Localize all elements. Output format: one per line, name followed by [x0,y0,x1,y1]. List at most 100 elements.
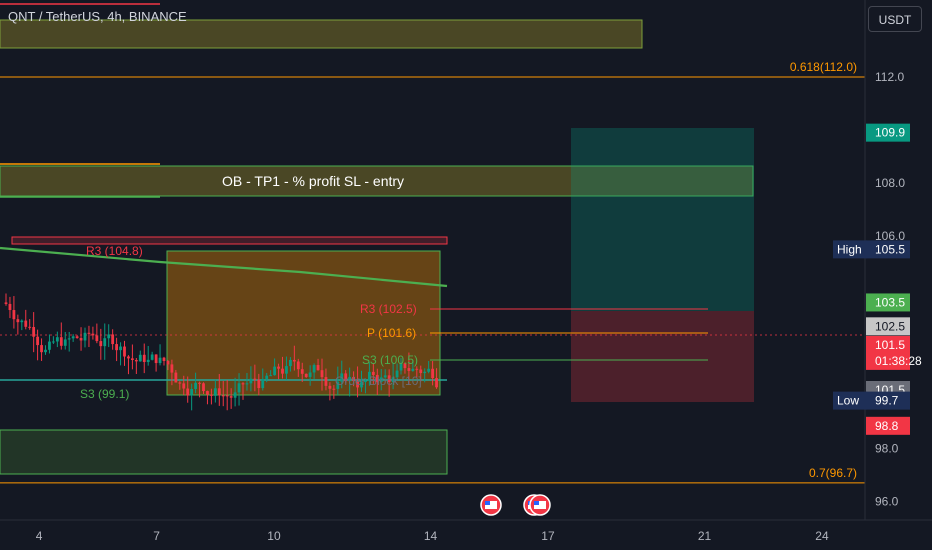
candle-body [59,337,63,346]
fib-label-1: 0.7(96.7) [809,466,857,480]
candle-body [127,356,130,359]
candle-body [348,376,352,382]
price-badge-label-6: Low [837,394,859,408]
candle-body [403,363,407,369]
candle-body [4,302,8,304]
candle-body [364,380,367,383]
pivot-label-p: P (101.6) [367,326,416,340]
flag-stripe-icon-0 [485,501,497,509]
price-badge-2 [866,293,910,312]
x-tick-label-3: 14 [424,529,438,543]
price-badge-3 [866,317,910,336]
price-badge-1 [866,240,910,259]
candle-body [83,332,87,341]
candle-body [225,395,229,397]
candle-body [296,361,300,370]
candle-body [146,359,150,363]
x-tick-label-5: 21 [698,529,712,543]
candle-body [237,383,241,393]
candle-body [210,394,213,396]
candle-body [24,320,28,327]
y-tick-label-5: 112.0 [875,70,904,84]
flag-canton-icon-0 [485,501,490,505]
price-badge-0 [866,123,910,142]
candle-body [257,379,261,389]
candle-body [379,377,383,382]
take-profit-zone [571,128,754,311]
candle-body [142,354,146,363]
price-badge-countdown: 01:38:28 [875,354,922,368]
supply-zone-top [0,19,643,49]
candle-body [415,368,419,370]
candle-body [431,368,434,379]
price-badge-label-1: High [837,242,862,256]
candle-body [344,373,348,382]
candle-body [312,365,316,373]
candle-body [395,370,399,378]
candle-body [32,327,36,337]
candle-body [261,378,265,389]
candle-body [111,334,115,345]
price-badge-6 [866,391,910,410]
symbol-title: QNT / TetherUS, 4h, BINANCE [8,9,187,24]
candle-body [138,354,142,362]
candle-body [174,372,178,383]
candle-body [221,395,225,397]
price-badge-value-1: 105.5 [875,242,905,256]
candle-body [178,382,182,384]
candle-body [182,383,186,389]
candle-body [423,371,427,374]
red-range-box [11,236,448,245]
order-block-label: Order Block [10] [335,374,422,388]
pivot-label-s3: S3 (100.5) [362,353,418,367]
candle-body [95,335,99,342]
candle-body [427,368,431,372]
candle-body [134,359,138,362]
candle-body [265,375,269,379]
ob-zone-label-box [0,165,754,197]
candle-body [202,383,205,392]
candle-body [435,378,438,388]
candle-body [273,366,276,376]
candle-body [71,336,75,339]
candle-body [20,320,24,323]
candle-body [154,354,158,364]
candle-body [119,346,122,351]
candle-body [150,354,154,360]
currency-button[interactable]: USDT [868,6,922,32]
candle-body [194,382,197,389]
candle-body [399,363,403,371]
flag-stripe-icon-2 [534,501,546,509]
candle-body [375,374,379,382]
price-badge-value-7: 98.8 [875,419,899,433]
candle-body [55,337,59,342]
candle-body [241,383,245,385]
y-tick-label-0: 96.0 [875,494,899,508]
y-tick-label-1: 98.0 [875,441,899,455]
candle-body [383,375,387,378]
candle-body [67,338,71,340]
x-tick-label-1: 7 [153,529,160,543]
price-badge-tag-1 [833,240,867,259]
candle-body [166,360,170,365]
price-badge-4 [866,335,910,370]
candle-body [48,341,51,350]
candle-body [12,310,16,320]
candle-body [229,396,233,398]
candle-body [44,349,47,353]
candle-body [407,368,411,371]
candle-body [75,336,79,339]
candle-body [28,326,32,328]
x-tick-label-2: 10 [267,529,281,543]
candle-body [63,339,67,346]
fib-label-0: 0.618(112.0) [790,60,857,74]
price-badge-value-3: 102.5 [875,319,905,333]
x-tick-label-6: 24 [815,529,829,543]
candle-body [328,385,332,389]
pivot-label-r3-upper: R3 (104.8) [86,244,143,258]
x-tick-label-0: 4 [36,529,43,543]
candle-body [300,369,304,374]
pivot-label-s3-lower: S3 (99.1) [80,387,129,401]
